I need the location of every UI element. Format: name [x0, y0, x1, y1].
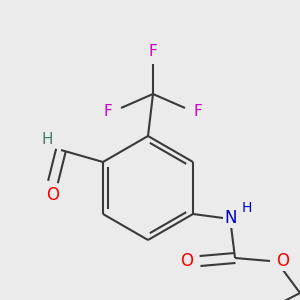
Text: O: O [46, 186, 59, 204]
Text: F: F [148, 44, 158, 59]
Text: O: O [277, 252, 290, 270]
Text: N: N [225, 209, 237, 227]
Text: F: F [194, 104, 202, 119]
Text: F: F [103, 104, 112, 119]
Text: H: H [41, 133, 53, 148]
Text: H: H [242, 201, 252, 215]
Text: O: O [181, 252, 194, 270]
